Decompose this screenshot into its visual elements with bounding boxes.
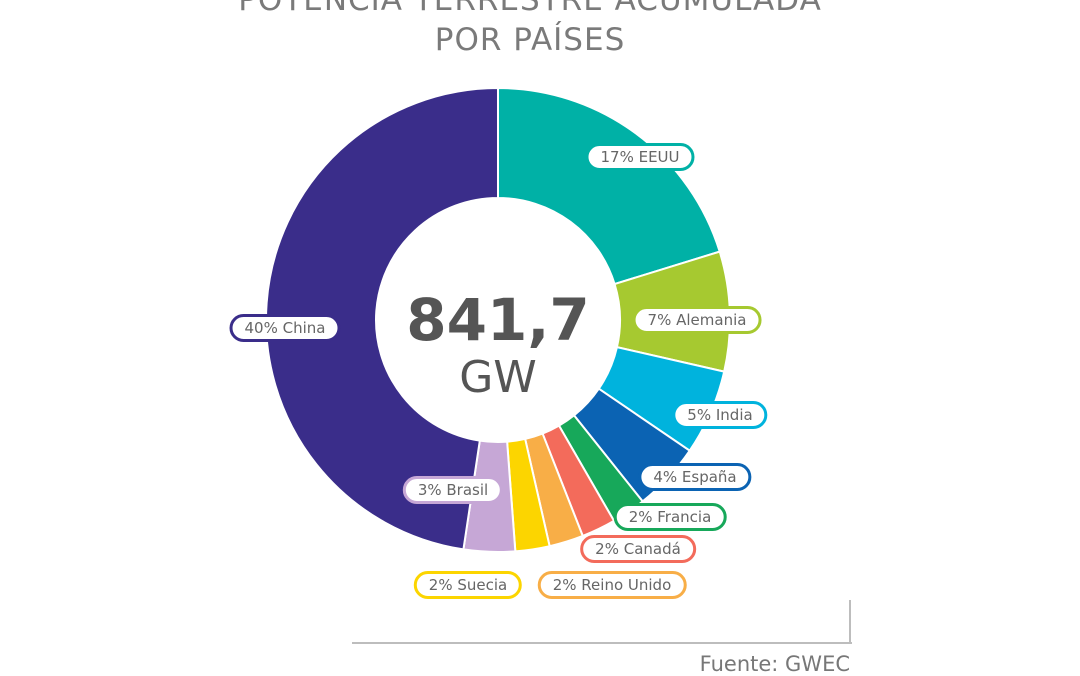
data-label-suecia: 2% Suecia — [413, 571, 523, 599]
data-label-reino-unido: 2% Reino Unido — [537, 571, 687, 599]
source-note: Fuente: GWEC — [699, 652, 850, 676]
data-label-canadá: 2% Canadá — [580, 535, 696, 563]
chart-title-line-1: POTENCIA TERRESTRE ACUMULADA — [238, 0, 822, 18]
chart-title-line-2: POR PAÍSES — [434, 22, 626, 58]
data-label-españa: 4% España — [638, 463, 752, 491]
footer-divider-horizontal — [352, 642, 852, 644]
center-total-value: 841,7 — [406, 286, 590, 354]
data-label-eeuu: 17% EEUU — [585, 143, 695, 171]
data-label-alemania: 7% Alemania — [632, 306, 762, 334]
slice-china — [265, 86, 499, 551]
data-label-china: 40% China — [229, 314, 341, 342]
footer-divider-vertical — [849, 600, 851, 644]
data-label-india: 5% India — [672, 401, 768, 429]
slice-eeuu — [497, 86, 721, 286]
center-total-unit: GW — [459, 352, 537, 403]
data-label-brasil: 3% Brasil — [402, 476, 504, 504]
data-label-francia: 2% Francia — [613, 503, 727, 531]
